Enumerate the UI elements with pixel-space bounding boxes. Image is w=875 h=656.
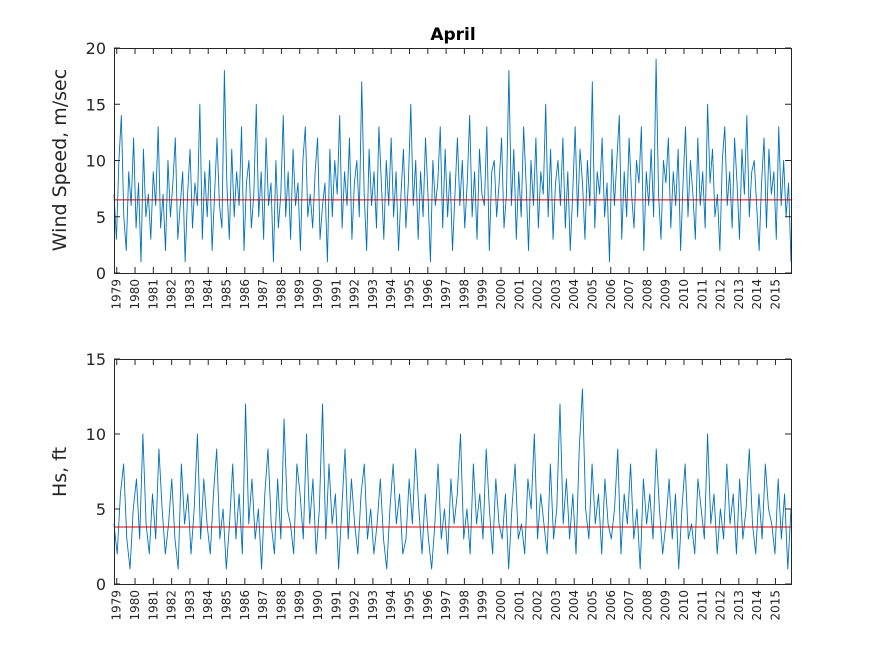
y-tick-label: 20 bbox=[86, 39, 106, 58]
x-tick-label: 2006 bbox=[604, 279, 618, 310]
x-tick-label: 1994 bbox=[384, 279, 398, 310]
y-axis-label: Hs, ft bbox=[49, 447, 71, 497]
x-tick-label: 2015 bbox=[768, 279, 782, 310]
x-ticks: 1979 1980 1981 1982 1983 1984 1985 1986 1987 1988… bbox=[110, 48, 782, 310]
x-tick-label: 1984 bbox=[201, 590, 215, 621]
x-tick-label: 1987 bbox=[256, 279, 270, 310]
x-tick-label: 2000 bbox=[494, 279, 508, 310]
x-tick-label: 1989 bbox=[293, 590, 307, 621]
x-tick-label: 1983 bbox=[183, 279, 197, 310]
x-tick-label: 1995 bbox=[403, 279, 417, 310]
x-tick-label: 1996 bbox=[421, 279, 435, 310]
x-tick-label: 1981 bbox=[146, 279, 160, 310]
x-tick-label: 2013 bbox=[732, 590, 746, 621]
x-tick-label: 2011 bbox=[695, 279, 709, 310]
x-tick-label: 1991 bbox=[329, 279, 343, 310]
x-tick-label: 2015 bbox=[768, 590, 782, 621]
x-tick-label: 2008 bbox=[640, 279, 654, 310]
x-tick-label: 1992 bbox=[348, 279, 362, 310]
x-tick-label: 1986 bbox=[238, 279, 252, 310]
x-tick-label: 1990 bbox=[311, 279, 325, 310]
x-tick-label: 1989 bbox=[293, 279, 307, 310]
x-tick-label: 2001 bbox=[512, 279, 526, 310]
y-tick-label: 0 bbox=[96, 264, 106, 283]
x-tick-label: 1979 bbox=[110, 590, 124, 621]
x-tick-label: 2007 bbox=[622, 590, 636, 621]
x-tick-label: 1997 bbox=[439, 279, 453, 310]
x-tick-label: 2010 bbox=[677, 279, 691, 310]
y-axis-label: Wind Speed, m/sec bbox=[49, 69, 71, 251]
x-tick-label: 2005 bbox=[586, 279, 600, 310]
x-tick-label: 1996 bbox=[421, 590, 435, 621]
x-tick-label: 2010 bbox=[677, 590, 691, 621]
x-tick-label: 2013 bbox=[732, 279, 746, 310]
x-tick-label: 1979 bbox=[110, 279, 124, 310]
wind-speed-panel: April Wind Speed, m/sec 0 5 10 15 20 1979 198… bbox=[49, 25, 792, 310]
x-tick-label: 1993 bbox=[366, 590, 380, 621]
x-tick-label: 1988 bbox=[274, 590, 288, 621]
x-tick-label: 2008 bbox=[640, 590, 654, 621]
y-tick-label: 5 bbox=[96, 208, 106, 227]
x-tick-label: 1999 bbox=[476, 279, 490, 310]
x-tick-label: 2012 bbox=[714, 279, 728, 310]
x-tick-label: 1990 bbox=[311, 590, 325, 621]
x-tick-label: 1999 bbox=[476, 590, 490, 621]
x-tick-label: 1983 bbox=[183, 590, 197, 621]
series-line bbox=[113, 388, 792, 570]
x-tick-label: 1994 bbox=[384, 590, 398, 621]
axes-box bbox=[114, 359, 792, 585]
x-tick-label: 1992 bbox=[348, 590, 362, 621]
x-tick-label: 2003 bbox=[549, 279, 563, 310]
y-tick-label: 10 bbox=[86, 425, 106, 444]
x-tick-label: 1982 bbox=[165, 590, 179, 621]
y-tick-label: 0 bbox=[96, 575, 106, 594]
x-tick-label: 2009 bbox=[659, 279, 673, 310]
y-tick-label: 10 bbox=[86, 152, 106, 171]
wind-speed-plot-area bbox=[113, 58, 792, 263]
x-tick-label: 1988 bbox=[274, 279, 288, 310]
hs-plot-area bbox=[113, 388, 792, 570]
x-tick-label: 1981 bbox=[146, 590, 160, 621]
x-tick-label: 1985 bbox=[220, 279, 234, 310]
x-tick-label: 1982 bbox=[165, 279, 179, 310]
x-tick-label: 1984 bbox=[201, 279, 215, 310]
x-tick-label: 1985 bbox=[220, 590, 234, 621]
x-tick-label: 2002 bbox=[531, 279, 545, 310]
x-tick-label: 1991 bbox=[329, 590, 343, 621]
y-tick-label: 5 bbox=[96, 500, 106, 519]
x-ticks: 1979 1980 1981 1982 1983 1984 1985 1986 1987 1988… bbox=[110, 359, 782, 621]
x-tick-label: 2002 bbox=[531, 590, 545, 621]
x-tick-label: 2014 bbox=[750, 590, 764, 621]
y-tick-label: 15 bbox=[86, 350, 106, 369]
x-tick-label: 2014 bbox=[750, 279, 764, 310]
x-tick-label: 2009 bbox=[659, 590, 673, 621]
chart-title: April bbox=[430, 25, 475, 45]
x-tick-label: 2007 bbox=[622, 279, 636, 310]
x-tick-label: 1993 bbox=[366, 279, 380, 310]
x-tick-label: 2005 bbox=[586, 590, 600, 621]
y-ticks: 0 5 10 15 bbox=[86, 350, 791, 594]
x-tick-label: 1998 bbox=[457, 590, 471, 621]
x-tick-label: 2000 bbox=[494, 590, 508, 621]
y-tick-label: 15 bbox=[86, 95, 106, 114]
x-tick-label: 2011 bbox=[695, 590, 709, 621]
x-tick-label: 1986 bbox=[238, 590, 252, 621]
x-tick-label: 2001 bbox=[512, 590, 526, 621]
x-tick-label: 2003 bbox=[549, 590, 563, 621]
x-tick-label: 2006 bbox=[604, 590, 618, 621]
x-tick-label: 1997 bbox=[439, 590, 453, 621]
x-tick-label: 1980 bbox=[128, 590, 142, 621]
x-tick-label: 2004 bbox=[567, 279, 581, 310]
y-ticks: 0 5 10 15 20 bbox=[86, 39, 791, 283]
series-line bbox=[113, 58, 792, 263]
x-tick-label: 1995 bbox=[403, 590, 417, 621]
x-tick-label: 1998 bbox=[457, 279, 471, 310]
x-tick-label: 2004 bbox=[567, 590, 581, 621]
x-tick-label: 2012 bbox=[714, 590, 728, 621]
x-tick-label: 1987 bbox=[256, 590, 270, 621]
x-tick-label: 1980 bbox=[128, 279, 142, 310]
